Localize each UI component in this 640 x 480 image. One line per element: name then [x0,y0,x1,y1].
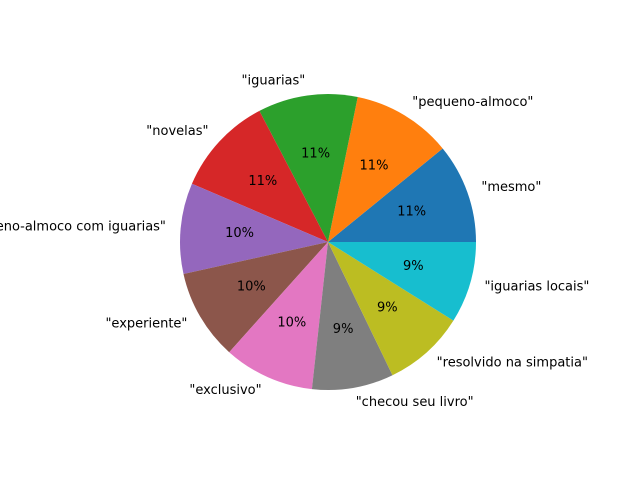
slice-labels: "mesmo" "pequeno-almoco" "iguarias" "novela… [0,73,589,410]
pie-slice [259,94,358,243]
slice-label: "resolvido na simpatia" [437,356,588,371]
slice-label: "exclusivo" [189,383,261,398]
slice-label: "experiente" [105,317,187,332]
pie-slice [311,242,393,390]
pie-slice [328,97,443,242]
pie-slice [328,148,476,242]
slice-label: "iguarias" [242,73,306,88]
pie-slice [183,242,328,353]
percentage-labels: 11% 11% 11% 11% 10% 10% 10% 9% 9% 9% [225,147,426,337]
slice-label: "pequeno-almoco com iguarias" [0,219,166,234]
pie-slice [179,183,328,274]
slice-label: "checou seu livro" [356,395,474,410]
slice-percentage: 11% [397,205,426,220]
slice-percentage: 10% [277,316,306,331]
pie-slice [191,110,328,242]
slice-percentage: 11% [301,147,330,162]
slice-percentage: 9% [377,301,398,316]
slice-percentage: 10% [237,279,266,294]
slice-percentage: 9% [333,322,354,337]
slice-percentage: 11% [248,174,277,189]
slice-label: "mesmo" [481,180,541,195]
slice-label: "pequeno-almoco" [412,95,533,110]
slice-label: "novelas" [146,124,208,139]
pie-slice [328,242,476,321]
pie-slice [328,242,454,376]
pie-slices [179,94,476,390]
pie-slice [229,242,328,390]
slice-label: "iguarias locais" [484,279,589,294]
slice-percentage: 10% [225,226,254,241]
slice-percentage: 9% [403,259,424,274]
slice-percentage: 11% [360,159,389,174]
